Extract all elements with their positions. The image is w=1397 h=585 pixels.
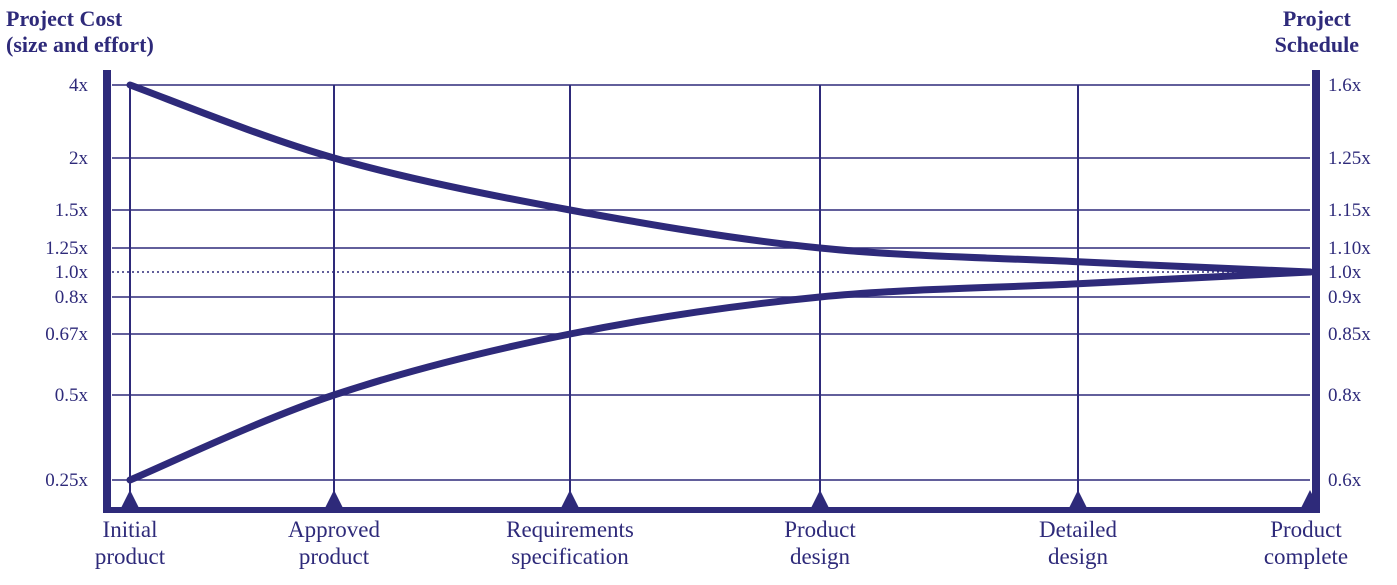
left-tick-label: 4x xyxy=(69,75,89,96)
right-tick-label: 0.85x xyxy=(1328,324,1371,345)
milestone-marker xyxy=(560,490,580,510)
milestone-label-line2: product xyxy=(299,544,370,569)
left-tick-label: 1.5x xyxy=(55,200,89,221)
left-tick-label: 0.67x xyxy=(45,324,88,345)
upper-bound-curve xyxy=(126,81,1314,276)
milestone-marker xyxy=(1068,490,1088,510)
milestone-label-line1: Detailed xyxy=(1039,517,1117,542)
milestone-label-line1: Product xyxy=(784,517,856,542)
milestone-label-line2: design xyxy=(1048,544,1109,569)
right-tick-label: 0.6x xyxy=(1328,470,1362,491)
milestone-marker xyxy=(810,490,830,510)
milestone-label-line1: Product xyxy=(1270,517,1342,542)
right-tick-label: 1.25x xyxy=(1328,148,1371,169)
left-tick-label: 2x xyxy=(69,148,89,169)
right-tick-label: 1.6x xyxy=(1328,75,1362,96)
lower-bound-curve xyxy=(126,268,1314,484)
left-tick-label: 0.8x xyxy=(55,287,89,308)
milestone-label-line2: design xyxy=(790,544,851,569)
milestone-label-line1: Approved xyxy=(288,517,380,542)
left-tick-label: 0.25x xyxy=(45,470,88,491)
right-tick-label: 1.10x xyxy=(1328,238,1371,259)
right-axis-title: Project Schedule xyxy=(1274,6,1359,57)
right-tick-label: 1.15x xyxy=(1328,200,1371,221)
right-tick-label: 0.8x xyxy=(1328,385,1362,406)
left-tick-label: 0.5x xyxy=(55,385,89,406)
right-tick-label: 0.9x xyxy=(1328,287,1362,308)
milestone-marker xyxy=(324,490,344,510)
milestone-label-line1: Initial xyxy=(103,517,158,542)
milestone-label-line1: Requirements xyxy=(506,517,634,542)
left-tick-label: 1.0x xyxy=(55,262,89,283)
milestone-label-line2: complete xyxy=(1264,544,1348,569)
milestone-label-line2: product xyxy=(95,544,166,569)
milestone-marker xyxy=(1300,490,1320,510)
milestone-label-line2: specification xyxy=(511,544,629,569)
right-tick-label: 1.0x xyxy=(1328,262,1362,283)
left-axis-title: Project Cost (size and effort) xyxy=(6,6,154,57)
milestone-marker xyxy=(120,490,140,510)
left-tick-label: 1.25x xyxy=(45,238,88,259)
